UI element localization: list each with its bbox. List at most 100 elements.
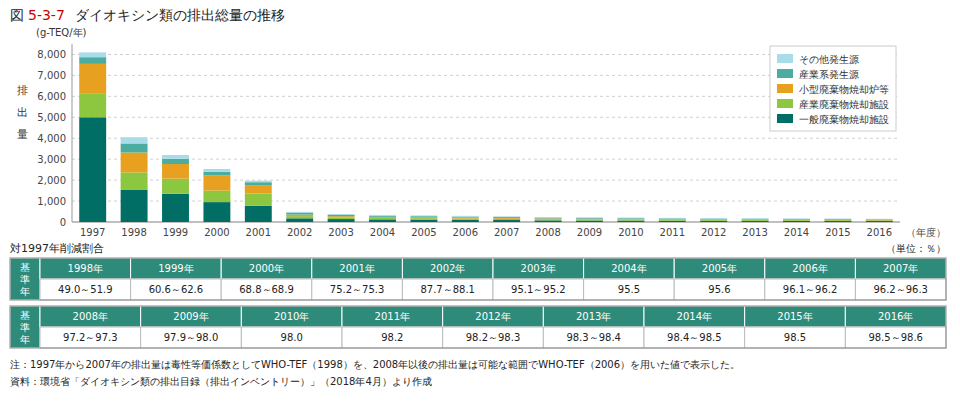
note: 資料：環境省「ダイオキシン類の排出目録（排出インベントリー）」（2018年4月）…: [10, 376, 432, 387]
table-header: 2002年: [430, 263, 465, 274]
figure-label: 図: [10, 7, 24, 23]
bar-segment: [783, 221, 810, 222]
legend-label: その他発生源: [799, 54, 859, 65]
bar-segment: [535, 220, 562, 222]
table-value-cell: [855, 279, 946, 300]
y-tick-label: 0: [60, 217, 66, 228]
table-header: 2010年: [274, 311, 309, 322]
bar-segment: [79, 57, 106, 64]
bar-segment: [79, 117, 106, 222]
bar-segment: [162, 194, 189, 222]
bar-segment: [203, 191, 230, 203]
bar-segment: [617, 218, 644, 220]
grid-line: [72, 159, 900, 160]
bar-segment: [783, 218, 810, 220]
bar-segment: [700, 219, 727, 221]
legend-swatch: [777, 69, 793, 78]
bar-segment: [452, 215, 479, 217]
x-tick-label: 1999: [163, 227, 188, 238]
table-header-cell: [855, 258, 946, 279]
table-header: 2004年: [611, 263, 646, 274]
bar-segment: [742, 218, 769, 220]
bar-segment: [452, 216, 479, 218]
x-axis-label: （年度）: [906, 227, 946, 238]
bar-segment: [700, 221, 727, 222]
table-value-cell: [765, 279, 856, 300]
bar-segment: [866, 219, 893, 221]
bar-segment: [576, 220, 603, 222]
bar-segment: [410, 215, 437, 217]
table-value: 95.5: [618, 284, 640, 295]
bar-segment: [328, 214, 355, 216]
bar-segment: [245, 194, 272, 206]
bar-segment: [659, 219, 686, 221]
x-tick-label: 2012: [701, 227, 726, 238]
bar-segment: [245, 181, 272, 182]
title-line: 図5-3-7ダイオキシン類の排出総量の推移: [10, 7, 285, 23]
x-tick-label: 2000: [204, 227, 229, 238]
bar-segment: [452, 219, 479, 220]
bar-segment: [535, 217, 562, 219]
bar-segment: [659, 221, 686, 222]
bar-segment: [617, 217, 644, 219]
bar-segment: [203, 202, 230, 222]
grid-line: [72, 138, 900, 139]
bar-segment: [121, 172, 148, 189]
bar-segment: [576, 218, 603, 220]
bar-segment: [866, 219, 893, 221]
table-value: 98.5～98.6: [868, 332, 923, 343]
table-value-cell: [493, 279, 584, 300]
x-tick-label: 2010: [618, 227, 643, 238]
bar-segment: [535, 219, 562, 220]
table-value: 95.6: [708, 284, 730, 295]
bar-segment: [824, 220, 851, 222]
bar-segment: [369, 217, 396, 218]
table-row-label-line: 年: [20, 334, 30, 345]
table-border: [10, 306, 946, 348]
bar-segment: [203, 172, 230, 176]
bar-segment: [659, 219, 686, 221]
table-value: 97.9～98.0: [164, 332, 219, 343]
table-value-cell: [131, 279, 222, 300]
legend-swatch: [777, 114, 793, 123]
table-value-cell: [342, 327, 443, 348]
table-value: 75.2～75.3: [330, 284, 385, 295]
bar-segment: [369, 218, 396, 220]
bar-segment: [121, 152, 148, 172]
bar-segment: [79, 93, 106, 117]
x-tick-label: 2008: [535, 227, 560, 238]
bar-segment: [493, 220, 520, 222]
legend: その他発生源産業系発生源小型廃棄物焼却炉等産業廃棄物焼却施設一般廃棄物焼却施設: [770, 46, 896, 131]
table-value-cell: [312, 279, 403, 300]
y-axis-label-char: 出: [17, 106, 28, 119]
y-axis-line: [72, 44, 73, 222]
y-tick-label: 3,000: [37, 154, 66, 165]
table-value: 97.2～97.3: [63, 332, 118, 343]
y-tick-label: 8,000: [37, 49, 66, 60]
x-tick-label: 2003: [328, 227, 353, 238]
legend-swatch: [777, 84, 793, 93]
note: 注：1997年から2007年の排出量は毒性等価係数としてWHO-TEF（1998…: [10, 359, 740, 370]
grid-line: [72, 180, 900, 181]
bar-segment: [452, 217, 479, 219]
table-header: 2000年: [249, 263, 284, 274]
bar-segment: [245, 206, 272, 222]
bar-segment: [493, 216, 520, 218]
y-tick-label: 4,000: [37, 133, 66, 144]
bar-segment: [783, 220, 810, 222]
table-value-cell: [745, 327, 846, 348]
table-header: 2013年: [576, 311, 611, 322]
y-tick-label: 5,000: [37, 112, 66, 123]
table-value: 98.2: [381, 332, 403, 343]
x-tick-label: 2015: [825, 227, 850, 238]
bar-segment: [535, 216, 562, 218]
table-row-label-cell: [10, 258, 40, 300]
bar-segment: [162, 159, 189, 164]
bar-segment: [410, 217, 437, 218]
bar-segment: [328, 216, 355, 217]
table-value: 68.8～68.9: [239, 284, 294, 295]
table-header-cell: [241, 306, 342, 327]
bar-segment: [535, 218, 562, 220]
table-row-label: 基準年: [20, 310, 30, 345]
x-axis-line: [72, 222, 900, 223]
